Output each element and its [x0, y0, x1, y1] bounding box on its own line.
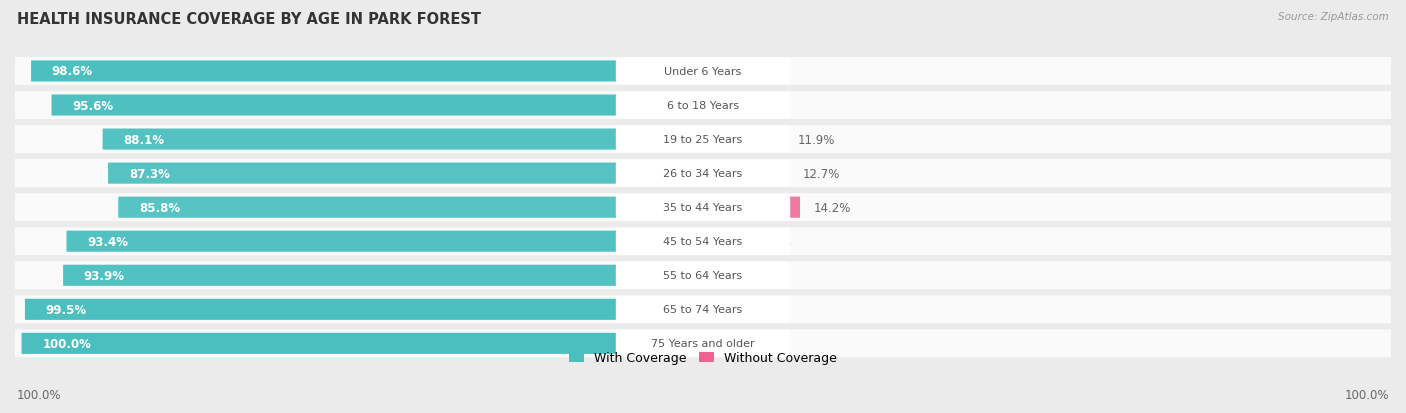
Legend: With Coverage, Without Coverage: With Coverage, Without Coverage: [564, 346, 842, 369]
FancyBboxPatch shape: [15, 194, 1391, 222]
Text: 6.6%: 6.6%: [762, 235, 792, 248]
FancyBboxPatch shape: [15, 92, 1391, 120]
Text: 88.1%: 88.1%: [124, 133, 165, 146]
Text: 55 to 64 Years: 55 to 64 Years: [664, 271, 742, 280]
Text: 100.0%: 100.0%: [1344, 388, 1389, 401]
Text: 45 to 54 Years: 45 to 54 Years: [664, 237, 742, 247]
FancyBboxPatch shape: [703, 265, 745, 286]
FancyBboxPatch shape: [15, 58, 1391, 86]
Text: 4.4%: 4.4%: [747, 99, 776, 112]
Text: 99.5%: 99.5%: [45, 303, 87, 316]
Text: 35 to 44 Years: 35 to 44 Years: [664, 203, 742, 213]
Text: 26 to 34 Years: 26 to 34 Years: [664, 169, 742, 179]
FancyBboxPatch shape: [103, 129, 703, 150]
FancyBboxPatch shape: [703, 61, 713, 82]
Text: 14.2%: 14.2%: [813, 201, 851, 214]
FancyBboxPatch shape: [108, 163, 703, 184]
FancyBboxPatch shape: [15, 126, 1391, 154]
Text: 93.4%: 93.4%: [87, 235, 128, 248]
FancyBboxPatch shape: [616, 296, 790, 323]
FancyBboxPatch shape: [66, 231, 703, 252]
FancyBboxPatch shape: [15, 228, 1391, 256]
Text: 100.0%: 100.0%: [17, 388, 62, 401]
FancyBboxPatch shape: [15, 330, 1391, 358]
FancyBboxPatch shape: [31, 61, 703, 82]
FancyBboxPatch shape: [703, 95, 734, 116]
FancyBboxPatch shape: [616, 92, 790, 119]
Text: 6 to 18 Years: 6 to 18 Years: [666, 101, 740, 111]
FancyBboxPatch shape: [118, 197, 703, 218]
FancyBboxPatch shape: [15, 262, 1391, 290]
FancyBboxPatch shape: [63, 265, 703, 286]
FancyBboxPatch shape: [616, 330, 790, 357]
FancyBboxPatch shape: [52, 95, 703, 116]
Text: 19 to 25 Years: 19 to 25 Years: [664, 135, 742, 145]
Text: 0.51%: 0.51%: [720, 303, 758, 316]
Text: 87.3%: 87.3%: [129, 167, 170, 180]
Text: 100.0%: 100.0%: [42, 337, 91, 350]
Text: 11.9%: 11.9%: [797, 133, 835, 146]
Text: 95.6%: 95.6%: [72, 99, 114, 112]
Text: 93.9%: 93.9%: [84, 269, 125, 282]
Text: Under 6 Years: Under 6 Years: [665, 67, 741, 77]
Text: 1.4%: 1.4%: [725, 65, 756, 78]
FancyBboxPatch shape: [703, 197, 800, 218]
Text: HEALTH INSURANCE COVERAGE BY AGE IN PARK FOREST: HEALTH INSURANCE COVERAGE BY AGE IN PARK…: [17, 12, 481, 27]
Text: Source: ZipAtlas.com: Source: ZipAtlas.com: [1278, 12, 1389, 22]
Text: 12.7%: 12.7%: [803, 167, 841, 180]
FancyBboxPatch shape: [703, 231, 748, 252]
Text: 98.6%: 98.6%: [52, 65, 93, 78]
Text: 6.1%: 6.1%: [758, 269, 787, 282]
FancyBboxPatch shape: [616, 58, 790, 85]
FancyBboxPatch shape: [616, 228, 790, 255]
FancyBboxPatch shape: [25, 299, 703, 320]
FancyBboxPatch shape: [21, 333, 703, 354]
FancyBboxPatch shape: [616, 126, 790, 153]
FancyBboxPatch shape: [703, 299, 707, 320]
Text: 85.8%: 85.8%: [139, 201, 180, 214]
FancyBboxPatch shape: [703, 129, 785, 150]
Text: 75 Years and older: 75 Years and older: [651, 339, 755, 349]
FancyBboxPatch shape: [15, 296, 1391, 323]
FancyBboxPatch shape: [616, 262, 790, 289]
FancyBboxPatch shape: [703, 163, 790, 184]
FancyBboxPatch shape: [616, 160, 790, 187]
Text: 0.0%: 0.0%: [717, 337, 747, 350]
FancyBboxPatch shape: [616, 194, 790, 221]
Text: 65 to 74 Years: 65 to 74 Years: [664, 304, 742, 315]
FancyBboxPatch shape: [15, 160, 1391, 188]
